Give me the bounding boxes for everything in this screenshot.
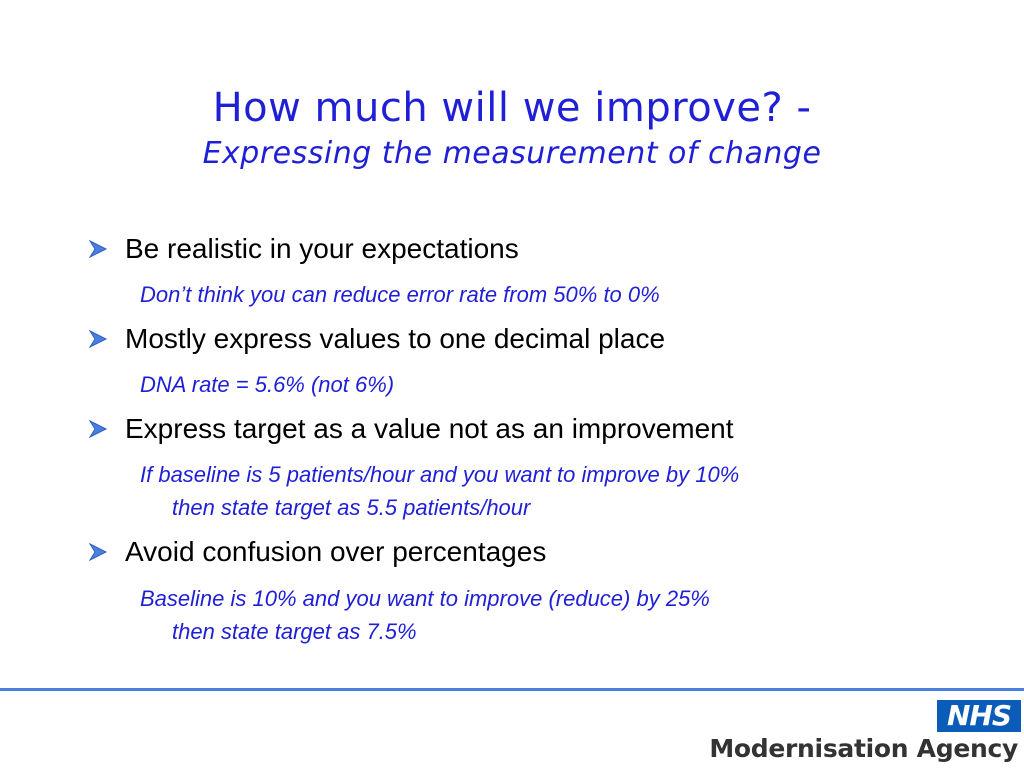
bullet-item: Express target as a value not as an impr… — [88, 412, 734, 446]
arrow-bullet-icon — [88, 240, 125, 258]
bullet-subtext: DNA rate = 5.6% (not 6%) — [140, 368, 940, 401]
bullet-text: Be realistic in your expectations — [125, 233, 519, 264]
bullet-item: Avoid confusion over percentages — [88, 535, 546, 569]
modernisation-agency-logo: Modernisation Agency — [709, 734, 1018, 763]
title-line-2: Expressing the measurement of change — [202, 136, 822, 171]
bullet-text: Mostly express values to one decimal pla… — [125, 323, 666, 354]
subtext-line: DNA rate = 5.6% (not 6%) — [140, 372, 395, 397]
bullet-text: Express target as a value not as an impr… — [125, 413, 734, 444]
subtext-line: then state target as 7.5% — [172, 619, 417, 644]
arrow-bullet-icon — [88, 543, 125, 561]
bullet-text: Avoid confusion over percentages — [125, 536, 547, 567]
subtext-line: then state target as 5.5 patients/hour — [172, 495, 531, 520]
bullet-item: Mostly express values to one decimal pla… — [88, 322, 665, 356]
subtext-line: Baseline is 10% and you want to improve … — [140, 586, 710, 611]
subtext-line: If baseline is 5 patients/hour and you w… — [140, 462, 740, 487]
arrow-bullet-icon — [88, 330, 125, 348]
bullet-subtext: Don’t think you can reduce error rate fr… — [140, 278, 940, 311]
slide-title: How much will we improve? - Expressing t… — [0, 82, 1024, 174]
bullet-list: Be realistic in your expectations Don’t … — [88, 232, 940, 648]
nhs-logo: NHS — [937, 700, 1021, 732]
bullet-subtext: Baseline is 10% and you want to improve … — [140, 582, 940, 648]
footer-divider — [0, 688, 1024, 691]
bullet-item: Be realistic in your expectations — [88, 232, 519, 266]
title-line-1: How much will we improve? - — [212, 85, 812, 131]
arrow-bullet-icon — [88, 420, 125, 438]
subtext-line: Don’t think you can reduce error rate fr… — [140, 282, 660, 307]
bullet-subtext: If baseline is 5 patients/hour and you w… — [140, 458, 940, 524]
